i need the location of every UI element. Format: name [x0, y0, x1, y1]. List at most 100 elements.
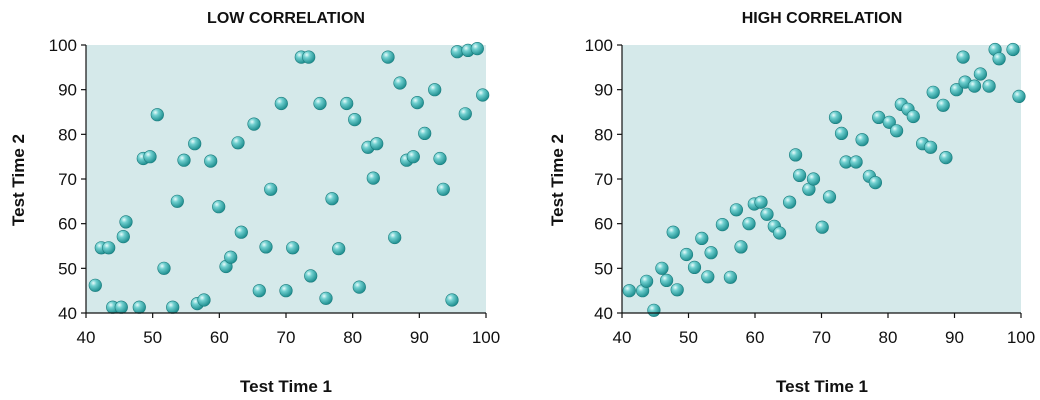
x-tick-label: 60: [210, 328, 229, 347]
data-point: [659, 273, 674, 288]
data-point: [666, 225, 680, 239]
data-point: [742, 217, 756, 231]
x-tick-label: 100: [472, 328, 500, 347]
data-point: [352, 280, 366, 294]
data-point: [247, 117, 261, 131]
data-point: [889, 124, 904, 138]
data-point: [166, 300, 180, 314]
data-point: [132, 300, 146, 314]
data-point: [754, 195, 768, 209]
data-point: [157, 261, 171, 275]
data-point: [319, 291, 333, 305]
x-tick-label: 60: [746, 328, 765, 347]
data-point: [366, 171, 380, 185]
data-point: [340, 96, 354, 111]
data-point: [325, 192, 339, 206]
data-point: [116, 230, 130, 244]
data-point: [433, 151, 447, 166]
axes: 40 50 60 70 80 90 100 40 50 60 70 80 90 100: [585, 36, 1036, 347]
data-point: [476, 88, 490, 102]
data-point: [102, 241, 116, 255]
data-point: [982, 79, 996, 93]
y-tick-label: 90: [594, 81, 613, 100]
data-point: [834, 126, 849, 140]
data-point: [967, 79, 982, 93]
high-correlation-chart: HIGH CORRELATION 40 50 60 70 80 90 100 40 50 60 70…: [548, 10, 1035, 396]
data-point: [792, 168, 807, 182]
data-point: [119, 215, 133, 229]
x-tick-label: 40: [613, 328, 632, 347]
data-point: [729, 203, 744, 217]
y-tick-label: 80: [594, 125, 613, 144]
data-point: [782, 195, 797, 209]
data-point: [822, 190, 837, 204]
data-point: [234, 225, 248, 239]
y-tick-label: 50: [58, 259, 77, 278]
x-tick-label: 80: [879, 328, 898, 347]
x-tick-label: 90: [410, 328, 429, 347]
data-point: [204, 154, 218, 168]
data-point: [212, 200, 226, 214]
data-point: [458, 107, 472, 121]
data-point: [973, 67, 988, 81]
y-tick-label: 70: [594, 170, 613, 189]
data-point: [370, 137, 384, 151]
data-point: [772, 226, 787, 240]
chart-title: LOW CORRELATION: [207, 10, 365, 27]
y-tick-label: 100: [585, 36, 613, 55]
x-tick-label: 90: [945, 328, 964, 347]
data-point: [332, 242, 346, 256]
data-point: [381, 50, 395, 64]
data-point: [470, 41, 484, 56]
data-point: [388, 230, 402, 245]
data-point: [231, 136, 245, 150]
x-tick-label: 50: [143, 328, 162, 347]
data-point: [806, 172, 821, 186]
data-point: [304, 269, 318, 283]
data-point: [923, 140, 938, 154]
y-tick-label: 40: [594, 304, 613, 323]
data-point: [956, 50, 970, 64]
data-point: [393, 76, 407, 90]
data-point: [224, 250, 238, 264]
data-point: [906, 109, 920, 124]
data-point: [868, 176, 883, 190]
data-point: [788, 148, 803, 162]
y-tick-label: 40: [58, 304, 77, 323]
data-point: [313, 96, 327, 111]
data-point: [410, 95, 424, 110]
x-axis-label: Test Time 1: [240, 377, 332, 396]
y-tick-label: 60: [58, 215, 77, 234]
data-point: [1012, 89, 1026, 103]
data-point: [428, 83, 442, 97]
y-axis-label: Test Time 2: [548, 134, 567, 226]
data-point: [406, 150, 420, 164]
y-tick-label: 100: [49, 36, 77, 55]
data-point: [939, 151, 953, 165]
y-tick-label: 90: [58, 81, 77, 100]
data-point: [150, 108, 164, 122]
data-point: [286, 241, 300, 255]
data-point: [734, 240, 748, 254]
data-point: [715, 218, 730, 232]
data-point: [252, 284, 266, 298]
data-point: [936, 98, 950, 112]
data-point: [88, 278, 102, 292]
x-tick-label: 100: [1007, 328, 1035, 347]
data-point: [177, 153, 191, 167]
x-tick-label: 70: [812, 328, 831, 347]
plot-area: [86, 45, 486, 313]
y-tick-label: 60: [594, 215, 613, 234]
data-point: [849, 155, 863, 169]
chart-title: HIGH CORRELATION: [742, 10, 903, 27]
scatter-points: [88, 41, 490, 314]
x-axis-label: Test Time 1: [776, 377, 868, 396]
data-point: [622, 284, 636, 298]
data-point: [701, 270, 715, 284]
scatter-points: [622, 42, 1026, 317]
data-point: [639, 274, 654, 288]
x-tick-label: 40: [77, 328, 96, 347]
data-point: [170, 194, 184, 208]
low-correlation-chart: LOW CORRELATION 40 50 60 70 80 90 100 40 50 60 70 8…: [9, 10, 500, 396]
